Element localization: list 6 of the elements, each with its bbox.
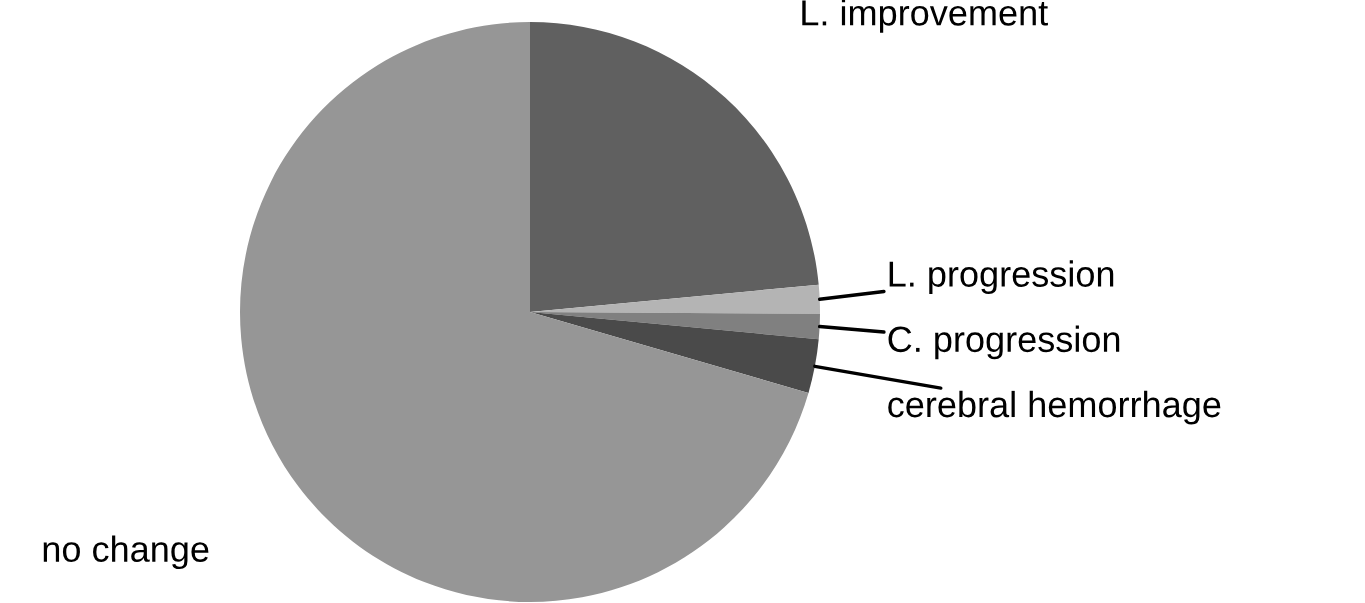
pie-slice xyxy=(530,312,819,393)
slice-label: cerebral hemorrhage xyxy=(888,390,1221,425)
slice-label: no change xyxy=(43,535,209,570)
slice-label: C. progression xyxy=(888,325,1120,360)
slice-label: L. progression xyxy=(889,260,1114,295)
slice-label: L. improvement xyxy=(802,0,1048,33)
